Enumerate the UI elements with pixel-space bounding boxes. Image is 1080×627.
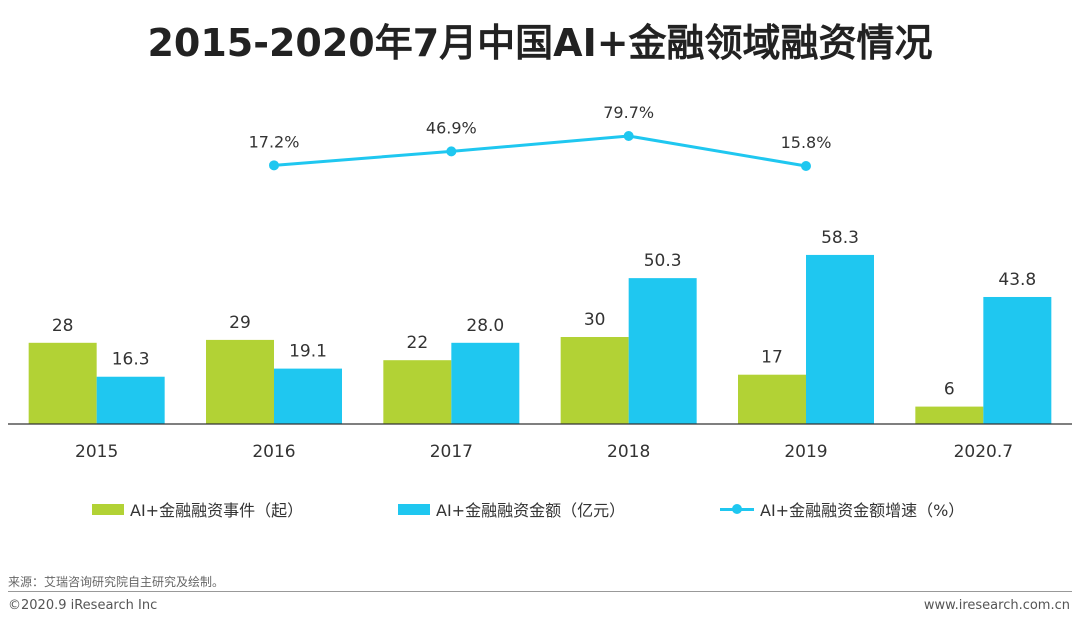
data-label-events-2016: 29: [229, 313, 251, 333]
legend-item-amount: AI+金融融资金额（亿元）: [398, 497, 625, 521]
bar-events-2020.7: [915, 406, 984, 424]
bar-amount-2015: [96, 376, 165, 424]
data-label-amount-2015: 16.3: [112, 350, 150, 370]
x-tick-label-2017: 2017: [430, 442, 473, 462]
website-link[interactable]: www.iresearch.com.cn: [923, 598, 1070, 613]
data-label-amount-2020.7: 43.8: [998, 270, 1036, 290]
bar-events-2015: [28, 342, 97, 424]
data-label-amount-2017: 28.0: [466, 316, 504, 336]
data-label-events-2017: 22: [407, 333, 429, 353]
bar-events-2016: [206, 339, 274, 424]
legend-item-growth: AI+金融融资金额增速（%）: [720, 497, 964, 521]
bar-amount-2019: [806, 254, 874, 424]
growth-point-2017: [446, 146, 457, 157]
data-label-events-2018: 30: [584, 310, 606, 330]
source-note: 来源：艾瑞咨询研究院自主研究及绘制。: [8, 575, 225, 589]
legend-swatch-amount: [398, 503, 430, 515]
footer-divider: [8, 591, 1072, 592]
growth-line: [273, 134, 807, 168]
bar-events-2017: [383, 360, 452, 424]
legend-label-growth: AI+金融融资金额增速（%）: [760, 501, 965, 520]
growth-label-2016: 17.2%: [249, 132, 300, 151]
growth-point-2019: [801, 161, 811, 171]
growth-point-2016: [269, 160, 279, 171]
legend-swatch-events: [92, 503, 124, 515]
x-tick-label-2019: 2019: [784, 442, 827, 462]
x-tick-label-2016: 2016: [252, 442, 295, 462]
data-label-events-2020.7: 6: [944, 380, 955, 400]
growth-label-2018: 79.7%: [603, 103, 654, 122]
bar-events-2018: [560, 337, 629, 424]
chart-canvas: 28 16.3 2015 29 19.1 2016 22 28.0 2017 30 50.3 2018…: [8, 103, 1072, 462]
legend-swatch-growth: [720, 502, 754, 516]
growth-label-2017: 46.9%: [426, 118, 477, 137]
data-label-events-2015: 28: [52, 316, 74, 336]
legend-item-events: AI+金融融资事件（起）: [92, 497, 303, 521]
bar-amount-2020.7: [983, 296, 1052, 424]
copyright-text: ©2020.9 iResearch Inc: [8, 598, 158, 613]
bar-amount-2018: [628, 278, 697, 424]
bar-events-2019: [738, 374, 806, 424]
data-label-amount-2018: 50.3: [644, 251, 682, 271]
chart-legend: AI+金融融资事件（起） AI+金融融资金额（亿元） AI+金融融资金额增速（%…: [0, 497, 1080, 523]
growth-point-2018: [623, 131, 634, 141]
legend-label-events: AI+金融融资事件（起）: [130, 501, 304, 520]
data-label-amount-2016: 19.1: [289, 342, 327, 362]
bar-amount-2016: [274, 368, 342, 424]
chart-title: 2015-2020年7月中国AI+金融领域融资情况: [147, 21, 933, 65]
bar-amount-2017: [451, 342, 520, 424]
x-tick-label-2015: 2015: [75, 442, 118, 462]
data-label-events-2019: 17: [761, 348, 783, 368]
x-tick-label-2018: 2018: [607, 442, 650, 462]
data-label-amount-2019: 58.3: [821, 228, 859, 248]
x-tick-label-2020.7: 2020.7: [954, 442, 1013, 462]
legend-label-amount: AI+金融融资金额（亿元）: [436, 501, 626, 520]
growth-label-2019: 15.8%: [781, 133, 832, 152]
